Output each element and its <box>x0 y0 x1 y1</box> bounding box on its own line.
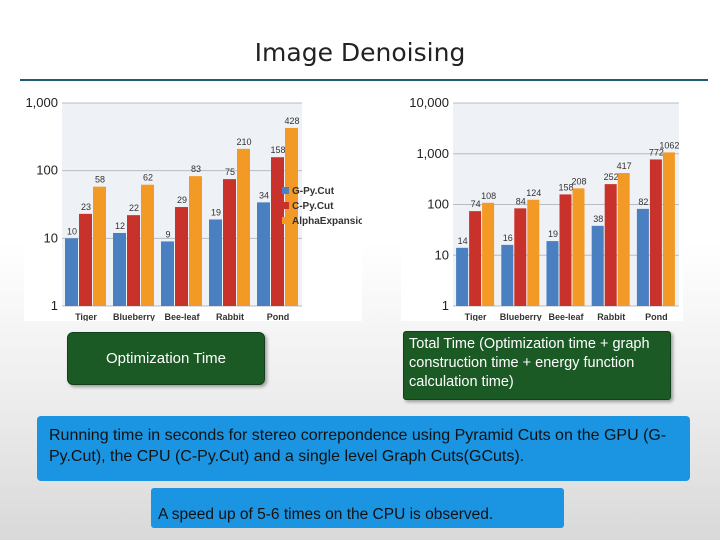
bar-alphaexpansion-rabbit <box>237 148 250 306</box>
bar-c-py-cut-rabbit <box>223 179 236 306</box>
y-tick-label: 1,000 <box>25 95 58 110</box>
bar-g-py-cut-pond <box>257 202 270 306</box>
data-label: 158 <box>558 182 573 192</box>
data-label: 124 <box>526 188 541 198</box>
y-tick-label: 1,000 <box>416 146 449 161</box>
total-time-caption: Total Time (Optimization time + graph co… <box>403 331 671 400</box>
data-label: 428 <box>284 116 299 126</box>
bar-c-py-cut-blueberry <box>514 208 527 306</box>
bar-c-py-cut-blueberry <box>127 215 140 306</box>
data-label: 12 <box>115 221 125 231</box>
category-label: Rabbit <box>597 312 625 321</box>
bar-c-py-cut-bee-leaf <box>175 207 188 306</box>
category-label: Pond <box>267 312 290 321</box>
category-label: Blueberry <box>113 312 155 321</box>
category-label: Tiger <box>75 312 97 321</box>
bar-c-py-cut-rabbit <box>604 184 617 306</box>
data-label: 62 <box>143 173 153 183</box>
data-label: 158 <box>270 145 285 155</box>
category-label: Tiger <box>465 312 487 321</box>
data-label: 74 <box>471 199 481 209</box>
bar-g-py-cut-bee-leaf <box>546 241 559 306</box>
data-label: 19 <box>211 207 221 217</box>
optimization-time-chart: 1 10 100 1,000 10 23 58 Tiger 12 22 62 Blueberry 9 29… <box>24 95 362 321</box>
bar-g-py-cut-bee-leaf <box>161 241 174 306</box>
category-label: Blueberry <box>500 312 542 321</box>
category-label: Rabbit <box>216 312 244 321</box>
data-label: 10 <box>67 226 77 236</box>
legend-label: AlphaExpansion <box>292 216 362 227</box>
data-label: 83 <box>191 164 201 174</box>
running-time-info-box: Running time in seconds for stereo corre… <box>37 416 690 481</box>
data-label: 34 <box>259 190 269 200</box>
legend-label: G-Py.Cut <box>292 186 335 197</box>
bar-c-py-cut-bee-leaf <box>559 194 572 306</box>
bar-alphaexpansion-tiger <box>93 186 106 306</box>
data-label: 22 <box>129 203 139 213</box>
slide-title: Image Denoising <box>254 38 466 67</box>
bar-g-py-cut-pond <box>636 208 649 306</box>
bar-alphaexpansion-blueberry <box>141 184 154 306</box>
bar-alphaexpansion-pond <box>285 127 298 307</box>
total-time-caption-text: Total Time (Optimization time + graph co… <box>409 336 650 390</box>
data-label: 38 <box>593 214 603 224</box>
y-tick-label: 1 <box>442 298 449 313</box>
bar-g-py-cut-tiger <box>456 247 469 306</box>
y-tick-label: 1 <box>51 298 58 313</box>
data-label: 19 <box>548 229 558 239</box>
data-label: 29 <box>177 195 187 205</box>
legend-swatch-alphaexpansion <box>282 217 289 224</box>
bar-g-py-cut-tiger <box>65 238 78 306</box>
running-time-info-text: Running time in seconds for stereo corre… <box>49 427 667 465</box>
bar-c-py-cut-pond <box>271 157 284 306</box>
data-label: 82 <box>638 197 648 207</box>
bar-c-py-cut-tiger <box>469 211 482 306</box>
bar-g-py-cut-rabbit <box>209 219 222 306</box>
y-tick-label: 100 <box>36 163 58 178</box>
bar-g-py-cut-blueberry <box>501 244 514 306</box>
y-tick-label: 10,000 <box>409 95 449 110</box>
bar-alphaexpansion-bee-leaf <box>189 176 202 306</box>
bar-alphaexpansion-bee-leaf <box>572 188 585 306</box>
bar-alphaexpansion-pond <box>662 152 675 306</box>
bar-c-py-cut-pond <box>649 159 662 306</box>
data-label: 75 <box>225 167 235 177</box>
data-label: 252 <box>604 172 619 182</box>
optimization-time-caption-text: Optimization Time <box>105 350 227 367</box>
category-label: Pond <box>645 312 668 321</box>
data-label: 108 <box>481 191 496 201</box>
data-label: 772 <box>649 147 664 157</box>
data-label: 23 <box>81 202 91 212</box>
y-tick-label: 100 <box>427 197 449 212</box>
data-label: 9 <box>165 229 170 239</box>
bar-g-py-cut-blueberry <box>113 232 126 306</box>
legend-swatch-c-py-cut <box>282 202 289 209</box>
speedup-text: A speed up of 5-6 times on the CPU is ob… <box>158 506 494 523</box>
data-label: 208 <box>571 176 586 186</box>
data-label: 16 <box>503 233 513 243</box>
bar-alphaexpansion-blueberry <box>527 199 540 306</box>
category-label: Bee-leaf <box>164 312 200 321</box>
data-label: 1062 <box>659 140 679 150</box>
category-label: Bee-leaf <box>548 312 584 321</box>
legend-swatch-g-py-cut <box>282 187 289 194</box>
optimization-time-caption: Optimization Time <box>67 332 265 385</box>
legend-label: C-Py.Cut <box>292 201 334 212</box>
data-label: 14 <box>458 236 468 246</box>
data-label: 417 <box>617 161 632 171</box>
bar-alphaexpansion-tiger <box>482 202 495 306</box>
data-label: 210 <box>236 137 251 147</box>
title-divider <box>20 79 708 81</box>
y-tick-label: 10 <box>44 230 58 245</box>
bar-g-py-cut-rabbit <box>591 225 604 306</box>
data-label: 58 <box>95 175 105 185</box>
bar-alphaexpansion-rabbit <box>617 173 630 306</box>
data-label: 84 <box>516 196 526 206</box>
bar-c-py-cut-tiger <box>79 213 92 306</box>
y-tick-label: 10 <box>435 247 449 262</box>
speedup-box: A speed up of 5-6 times on the CPU is ob… <box>151 488 564 528</box>
